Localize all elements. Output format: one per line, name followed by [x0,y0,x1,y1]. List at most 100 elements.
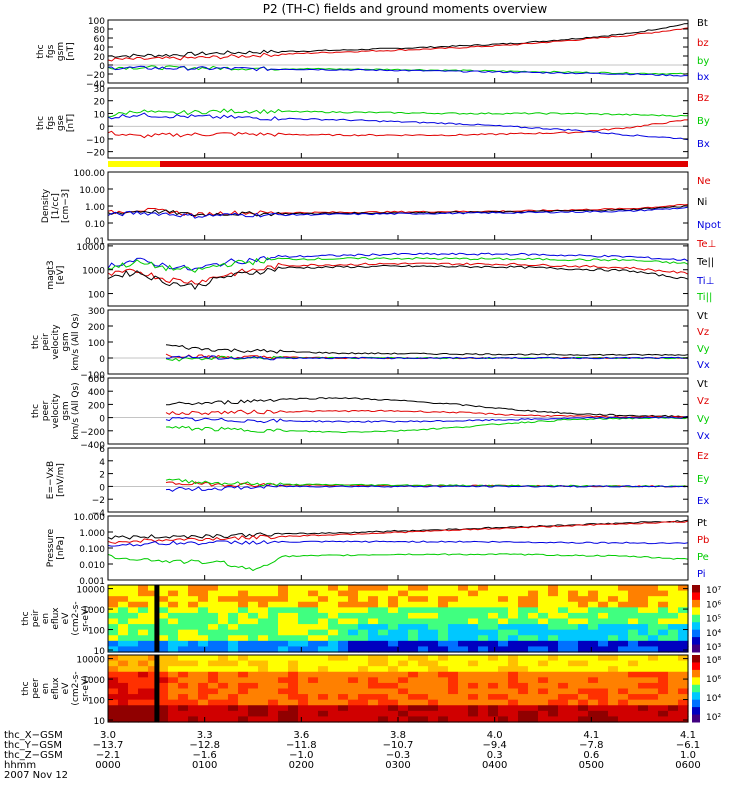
spectrogram-cell [548,601,559,608]
y-axis-label-line: gsm [61,401,71,420]
spectrogram-cell [268,607,279,614]
spectrogram-cell [658,629,669,636]
spectrogram-cell [678,666,689,673]
spectrogram-cell [538,655,549,662]
spectrogram-cell [538,682,549,690]
spectrogram-cell [618,640,629,648]
spectrogram-cell [348,716,359,723]
ephemeris-row-label: hhmm [4,760,36,771]
spectrogram-cell [628,590,639,597]
spectrogram-cell [438,660,449,667]
spectrogram-cell [178,640,189,648]
spectrogram-cell [678,682,689,690]
spectrogram-cell [448,666,459,673]
spectrogram-cell [328,688,339,695]
spectrogram-cell [498,671,509,678]
spectrogram-cell [468,640,479,648]
spectrogram-cell [318,585,329,592]
spectrogram-cell [608,660,619,667]
spectrogram-cell [268,682,279,690]
spectrogram-cell [298,677,309,684]
spectrogram-cell [458,655,469,662]
series-line-green [165,416,689,433]
plot-frame [107,243,689,307]
spectrogram-cell [378,682,389,690]
y-axis-label-line: thc [31,335,41,349]
spectrogram-cell [478,618,489,625]
spectrogram-cell [398,666,409,673]
spectrogram-cell [568,596,579,603]
spectrogram-cell [208,671,219,678]
y-tick-label: 10000 [76,586,105,596]
spectrogram-cell [138,612,149,620]
spectrogram-cell [538,640,549,648]
spectrogram-cell [468,705,479,712]
spectrogram-cell [668,585,679,592]
spectrogram-cell [198,629,209,636]
spectrogram-cell [428,607,439,614]
spectrogram-cell [138,629,149,636]
spectrogram-cell [128,716,139,723]
spectrogram-cell [118,682,129,690]
y-tick-label: −200 [80,428,105,438]
y-tick-label: 100 [88,291,105,301]
y-axis-label-line: [1/cc] [51,193,61,219]
spectrogram-cell [528,635,539,642]
spectrogram-cell [348,646,359,653]
spectrogram-cell [128,596,139,603]
spectrogram-cell [168,601,179,608]
ephemeris-value: 0100 [192,760,217,771]
spectrogram-cell [488,699,499,706]
spectrogram-cell [128,699,139,706]
spectrogram-cell [258,682,269,690]
spectrogram-cell [538,716,549,723]
spectrogram-cell [538,601,549,608]
spectrogram-cell [108,629,119,636]
spectrogram-cell [478,612,489,620]
spectrogram-cell [508,590,519,597]
ephemeris-value: −9.4 [483,740,507,751]
y-axis-label-line: eflux [51,677,61,700]
ephemeris-value: −7.8 [579,740,603,751]
spectrogram-cell [238,646,249,653]
spectrogram-cell [658,618,669,625]
spectrogram-cell [528,710,539,718]
spectrogram-cell [188,705,199,712]
spectrogram-cell [568,629,579,636]
spectrogram-cell [308,635,319,642]
spectrogram-cell [488,596,499,603]
spectrogram-cell [608,710,619,718]
y-axis-label-line: peer [41,400,51,421]
spectrogram-cell [418,618,429,625]
spectrogram-cell [418,585,429,592]
spectrogram-cell [268,677,279,684]
spectrogram-cell [628,666,639,673]
spectrogram-cell [618,705,629,712]
spectrogram-cell [448,682,459,690]
spectrogram-cell [388,671,399,678]
spectrogram-cell [328,635,339,642]
spectrogram-cell [118,590,129,597]
spectrogram-cell [498,710,509,718]
spectrogram-cell [398,618,409,625]
spectrogram-cell [578,705,589,712]
spectrogram-cell [138,618,149,625]
spectrogram-cell [118,694,129,701]
spectrogram-cell [408,716,419,723]
spectrogram-cell [288,646,299,653]
ephemeris-value: −0.3 [386,750,410,761]
y-axis-label-line: peir [41,333,51,351]
spectrogram-cell [428,612,439,620]
spectrogram-cell [348,629,359,636]
spectrogram-cell [548,682,559,690]
mode-bar-slow [108,161,160,167]
spectrogram-cell [618,635,629,642]
spectrogram-cell [208,655,219,662]
spectrogram-cell [558,607,569,614]
spectrogram-cell [338,624,349,631]
spectrogram-cell [188,660,199,667]
spectrogram-cell [238,607,249,614]
spectrogram-cell [638,640,649,648]
